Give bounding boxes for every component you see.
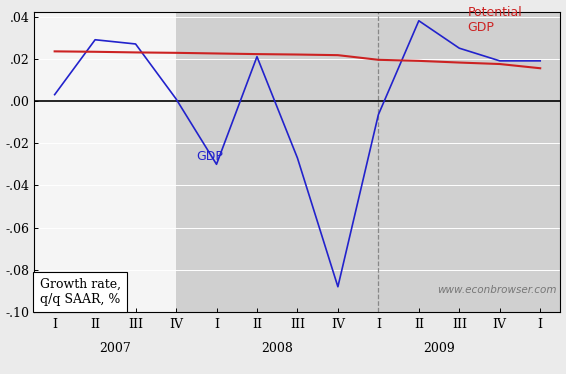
Bar bbox=[176, 12, 560, 312]
Text: Potential
GDP: Potential GDP bbox=[468, 6, 522, 34]
Text: www.econbrowser.com: www.econbrowser.com bbox=[437, 285, 556, 295]
Text: Growth rate,
q/q SAAR, %: Growth rate, q/q SAAR, % bbox=[40, 278, 121, 306]
Text: 2008: 2008 bbox=[261, 341, 293, 355]
Text: 2007: 2007 bbox=[100, 341, 131, 355]
Text: 2009: 2009 bbox=[423, 341, 455, 355]
Text: GDP: GDP bbox=[196, 150, 223, 163]
